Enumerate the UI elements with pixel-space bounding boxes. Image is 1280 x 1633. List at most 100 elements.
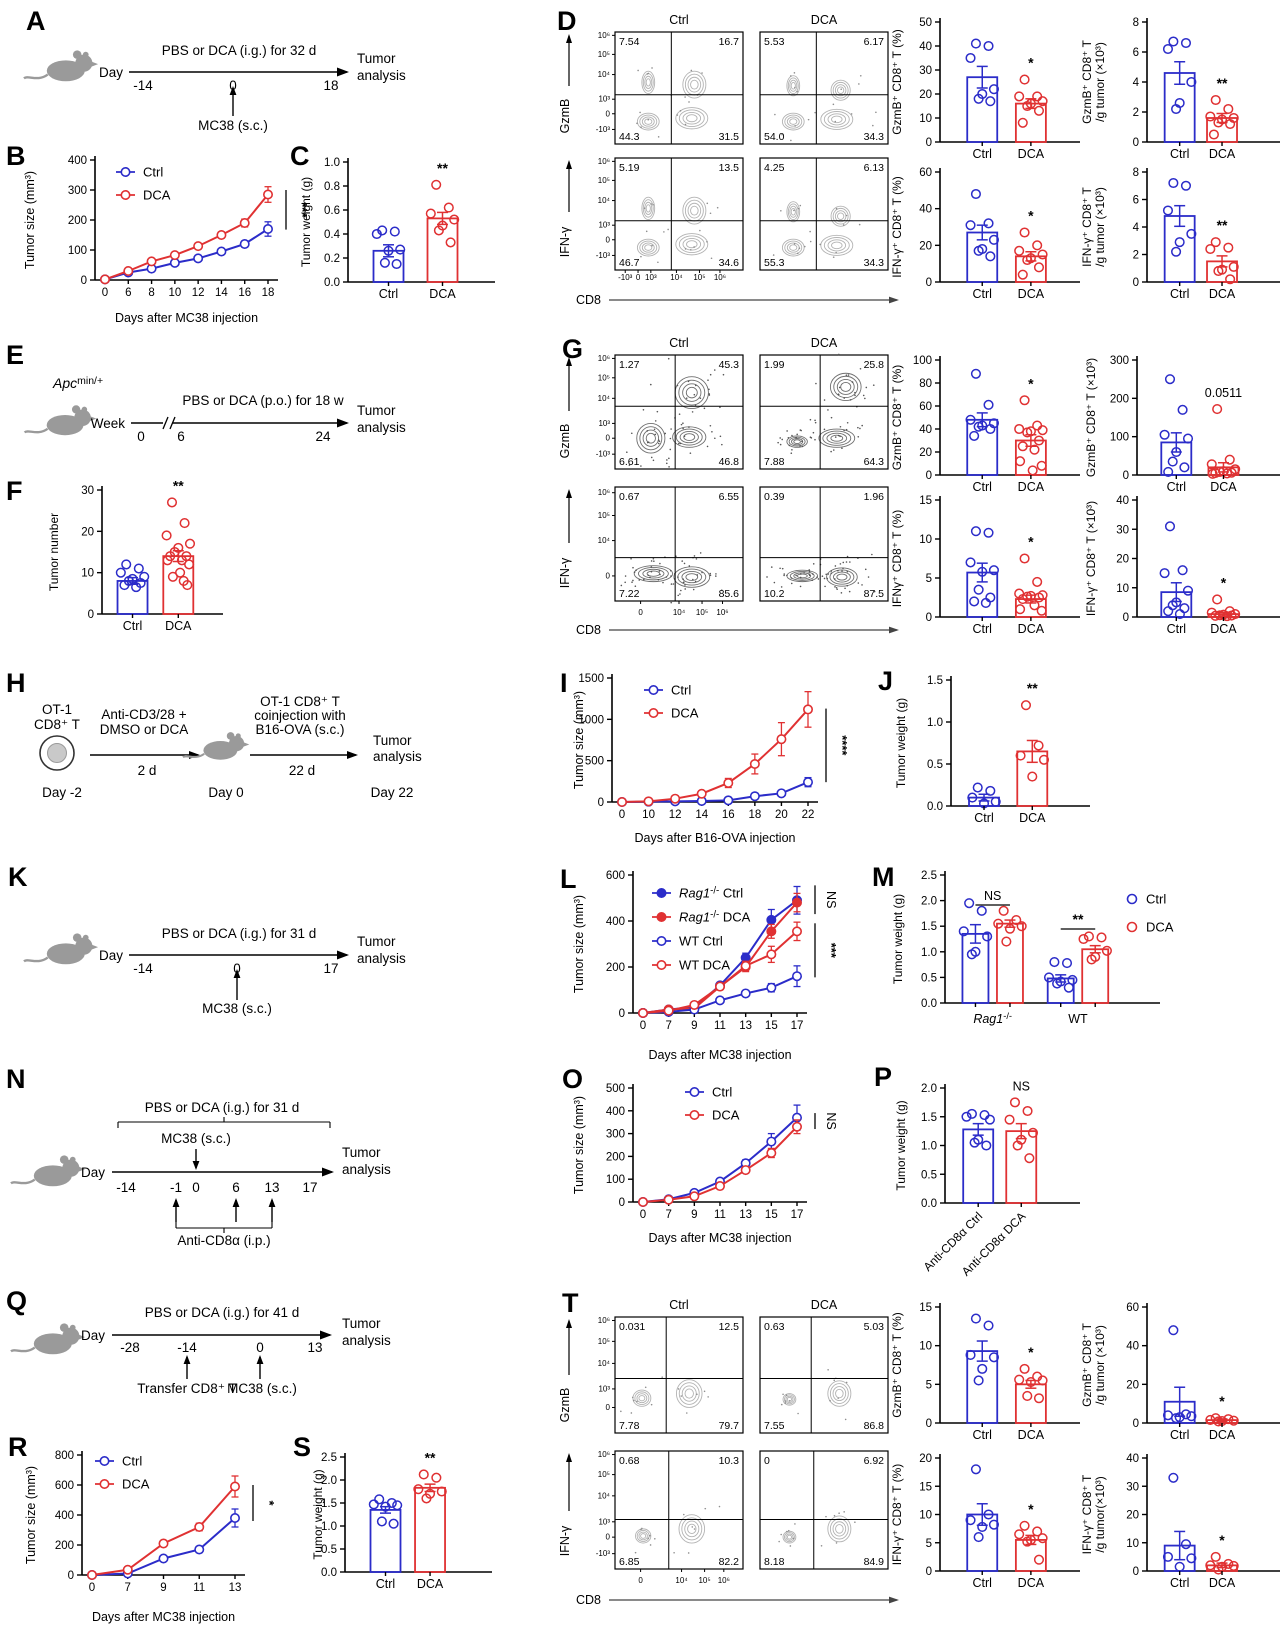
y-tick-label: 800 [55,1450,74,1462]
flow-dot [823,428,826,431]
flow-dot [669,448,672,451]
flow-contour [786,116,800,127]
flow-dot [799,573,802,575]
scatter-point [966,949,977,960]
y-tick-label: 10 [919,1341,932,1353]
flow-dot [662,581,664,584]
flow-dot [835,251,837,254]
flow-contour [690,79,699,90]
flow-dot [631,1396,634,1399]
y-tick-label: 10 [81,568,94,580]
flow-y-tick: 10⁵ [598,373,610,382]
flow-contour [675,428,703,446]
flow-dot [630,1412,633,1414]
flow-y-tick: 10⁵ [598,511,610,520]
flow-dot [657,136,660,138]
flow-dot [721,443,723,446]
flow-dot [835,587,838,589]
flow-contour [641,70,656,95]
flow-dot [684,123,687,126]
scatter-point [1167,456,1178,467]
scatter-point [973,584,984,595]
flow-x-tick: 10⁵ [696,608,708,617]
quadrant-value: 1.27 [619,359,640,371]
quadrant-value: 7.22 [619,588,640,600]
flow-x-tick: 10⁶ [716,608,728,617]
legend-label: WT Ctrl [679,934,723,949]
flow-dot [692,578,694,581]
flow-x-tick: 0 [638,608,643,617]
legend-label: Ctrl [671,683,691,698]
flow-contour [641,116,655,127]
scatter-point [1022,100,1033,112]
flow-dot [846,570,849,573]
flow-y-axis-label: GzmB [558,99,572,134]
flow-contour [793,572,812,580]
significance-label: ** [1027,680,1038,696]
data-point [216,230,227,241]
arrowhead [233,969,241,978]
y-tick-label: 10 [919,113,932,125]
x-tick-label: 11 [193,1582,205,1594]
quadrant-value: 1.96 [864,491,885,503]
flow-dot [862,394,865,397]
flow-dot [678,413,681,415]
scatter-point [1228,1415,1239,1426]
timeline-tick: 0 [233,961,241,976]
flow-dot [834,565,837,567]
flow-contour [639,114,658,129]
scatter-point [1168,1325,1179,1336]
flow-contour [818,428,856,448]
x-tick-label: 14 [695,809,708,821]
flow-dot [653,560,655,562]
scatter-point [1037,425,1048,436]
scatter-point [1177,404,1188,415]
flow-dot [808,574,811,577]
scatter-point [1180,1539,1192,1550]
flow-dot [620,1410,622,1413]
flow-contour [644,118,653,125]
flow-contour [683,433,696,441]
scatter-point [1027,1127,1039,1138]
endpoint-label: analysis [357,68,406,83]
flow-dot [842,224,845,226]
flow-dot [842,561,845,564]
y-tick-label: 50 [919,17,932,29]
flow-plot-frame [614,1450,744,1570]
panel-label-m: M [872,862,895,892]
treatment-label: PBS or DCA (i.g.) for 41 d [145,1305,300,1320]
flow-dot [833,1514,836,1517]
scatter-point [1225,274,1236,285]
y-tick-label: 4 [1133,77,1140,89]
scatter-point [1223,103,1234,115]
scatter-point [965,557,976,568]
legend-label: Ctrl [143,165,163,180]
x-tick-label: 9 [160,1582,166,1594]
flow-dot [797,1412,799,1415]
flow-dot [677,576,679,578]
flow-dot [808,573,810,575]
scatter-point [1206,459,1217,470]
circle-shape [69,1324,76,1331]
x-category-label: DCA [1019,811,1046,825]
flow-contour [827,239,847,252]
flow-dot [640,255,642,258]
flow-contour [684,1388,694,1399]
tspan-shape: -/- [1003,1011,1012,1021]
scatter-point [1078,933,1089,945]
flow-dot [808,569,811,571]
flow-contour [682,196,707,225]
circle-shape [72,50,82,59]
data-point [792,971,803,982]
mouse-icon [10,1323,86,1355]
endpoint-label: Tumor [357,403,396,418]
flow-dot [647,118,650,121]
flow-contour [784,240,803,255]
flow-dot [826,577,829,580]
y-tick-label: 200 [55,1540,74,1552]
data-point [122,1564,133,1575]
flow-dot [684,588,687,590]
y-tick-label: 0.0 [324,277,340,289]
flow-contour [832,1386,847,1402]
